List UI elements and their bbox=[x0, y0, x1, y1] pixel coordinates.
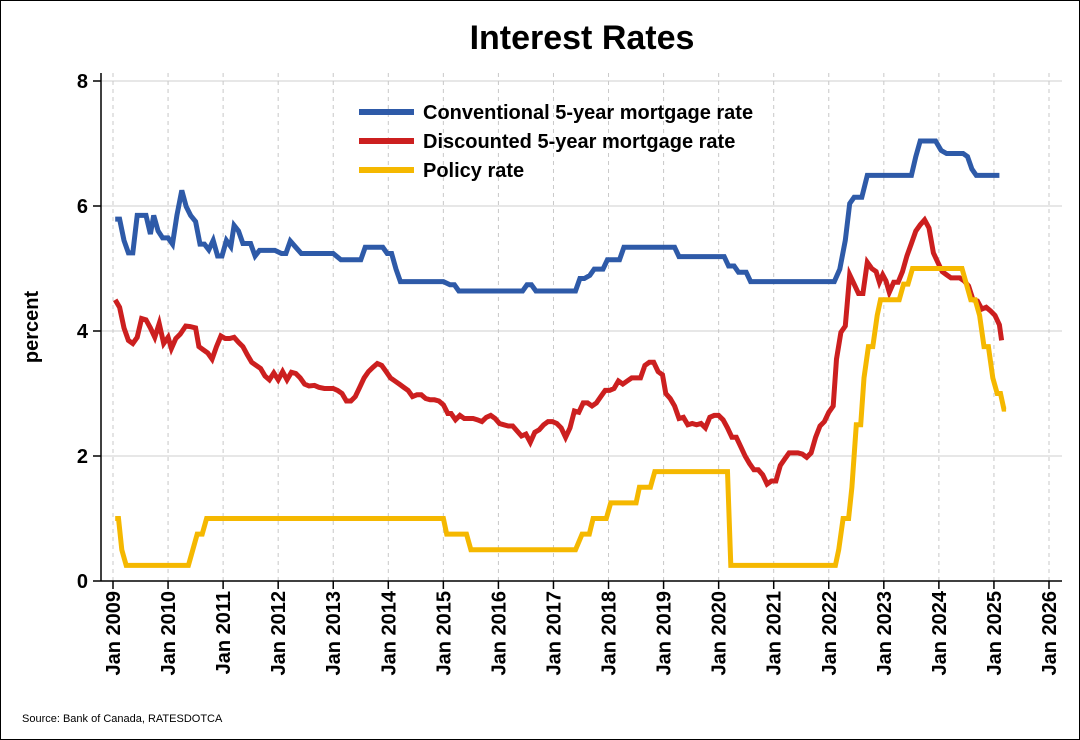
y-tick-label: 4 bbox=[77, 321, 89, 343]
y-tick-label: 6 bbox=[77, 196, 88, 218]
x-tick-label: Jan 2025 bbox=[984, 591, 1006, 676]
x-tick-label: Jan 2014 bbox=[378, 590, 400, 675]
series-line-3 bbox=[115, 266, 1007, 568]
x-tick-label: Jan 2011 bbox=[213, 591, 235, 674]
axes bbox=[100, 73, 1062, 582]
x-tick-label: Jan 2013 bbox=[323, 591, 345, 676]
chart-title: Interest Rates bbox=[470, 19, 695, 57]
x-tick-label: Jan 2012 bbox=[268, 591, 290, 676]
y-tick-label: 2 bbox=[77, 446, 88, 468]
x-tick-label: Jan 2024 bbox=[929, 590, 951, 675]
x-tick-label: Jan 2020 bbox=[709, 591, 731, 676]
gridlines bbox=[101, 73, 1062, 581]
y-tick-label: 8 bbox=[77, 71, 88, 93]
y-tick-label: 0 bbox=[77, 571, 88, 593]
x-tick-label: Jan 2021 bbox=[764, 591, 786, 676]
x-tick-label: Jan 2017 bbox=[543, 591, 565, 676]
source-note: Source: Bank of Canada, RATESDOTCA bbox=[22, 713, 223, 725]
legend-label: Policy rate bbox=[423, 160, 524, 182]
x-tick-label: Jan 2016 bbox=[488, 591, 510, 676]
legend-label: Conventional 5-year mortgage rate bbox=[423, 102, 753, 124]
series-line-2 bbox=[113, 215, 1005, 488]
x-tick-label: Jan 2010 bbox=[158, 591, 180, 676]
x-ticks: Jan 2009 Jan 2010 Jan 2011 Jan 2012 Jan 2013… bbox=[103, 581, 1061, 676]
y-axis-label: percent bbox=[21, 291, 43, 364]
x-tick-label: Jan 2022 bbox=[819, 591, 841, 676]
y-ticks: 0 2 4 6 8 bbox=[77, 71, 101, 593]
x-tick-label: Jan 2015 bbox=[433, 591, 455, 676]
series-lines bbox=[113, 138, 1007, 568]
x-tick-label: Jan 2018 bbox=[599, 591, 621, 676]
x-tick-label: Jan 2009 bbox=[103, 591, 125, 676]
x-tick-label: Jan 2023 bbox=[874, 591, 896, 676]
series-line-1 bbox=[115, 138, 1000, 294]
x-tick-label: Jan 2026 bbox=[1039, 591, 1061, 676]
legend-label: Discounted 5-year mortgage rate bbox=[423, 131, 735, 153]
x-tick-label: Jan 2019 bbox=[654, 591, 676, 676]
legend: Conventional 5-year mortgage rate Discoun… bbox=[359, 102, 753, 182]
